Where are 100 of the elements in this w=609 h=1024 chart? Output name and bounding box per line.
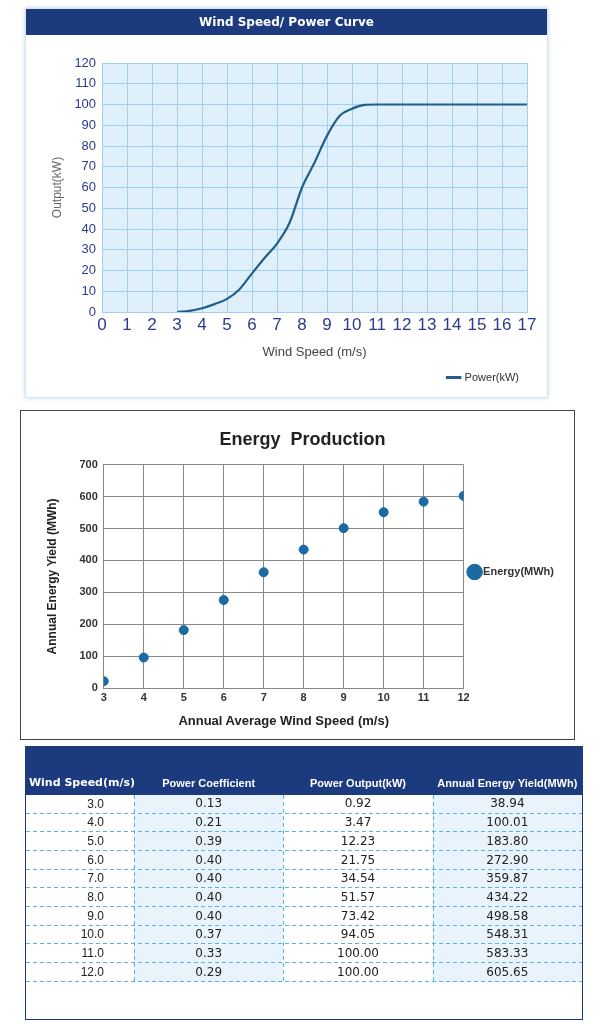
data-label: 0.29 — [195, 964, 223, 979]
data-label: 605.65 — [486, 964, 529, 979]
x-tick-label: 3 — [172, 314, 182, 334]
chart-title: Energy Production — [219, 428, 386, 449]
y-axis-title: Annual Energy Yield (MWh) — [44, 498, 59, 655]
x-tick-label: 9 — [340, 690, 347, 703]
x-tick-label: 17 — [517, 314, 537, 334]
data-label: 34.54 — [340, 871, 376, 886]
data-label: 3.47 — [344, 815, 372, 830]
x-axis-title: Wind Speed (m/s) — [262, 343, 367, 359]
point — [178, 625, 189, 636]
x-tick-label: 9 — [322, 314, 332, 334]
y-tick-label: 300 — [79, 585, 98, 598]
y-tick-label: 60 — [81, 179, 97, 195]
y-tick-label: 0 — [91, 681, 98, 694]
y-tick-label: 9.0 — [87, 908, 105, 923]
y-tick-label: 500 — [79, 521, 98, 534]
x-tick-label: 5 — [180, 690, 187, 703]
line-series — [175, 103, 527, 312]
y-tick-label: 10.0 — [80, 927, 105, 942]
x-tick-label: 2 — [147, 314, 157, 334]
point — [378, 507, 389, 518]
x-tick-label: 10 — [342, 314, 362, 334]
x-tick-label: Annual Energy Yield(MWh) — [437, 777, 578, 790]
y-tick-label: 11.0 — [81, 946, 105, 961]
y-tick-label: 10 — [81, 282, 97, 298]
data-label: 0.13 — [195, 796, 223, 811]
x-tick-label: 4 — [140, 690, 148, 703]
data-label: 73.42 — [340, 908, 376, 923]
data-label: 21.75 — [340, 852, 376, 867]
point — [338, 523, 349, 534]
x-tick-label: 15 — [467, 314, 487, 334]
x-tick-label: Power Coefficient — [162, 777, 256, 790]
y-tick-label: 100 — [79, 649, 98, 662]
y-tick-label: 90 — [81, 116, 97, 132]
y-tick-label: 6.0 — [87, 852, 105, 867]
y-tick-label: 5.0 — [87, 834, 105, 849]
y-tick-label: 100 — [74, 96, 97, 112]
y-tick-label: 30 — [81, 241, 97, 257]
data-label: 498.58 — [486, 908, 529, 923]
legend-label: Power(kW) — [464, 370, 519, 383]
x-tick-label: 8 — [300, 690, 307, 703]
y-tick-label: 4.0 — [87, 815, 105, 830]
x-axis-title: Annual Average Wind Speed (m/s) — [178, 712, 389, 728]
x-tick-label: 14 — [442, 314, 462, 334]
y-tick-label: 8.0 — [87, 890, 105, 905]
point — [258, 567, 269, 578]
legend-label: Energy(MWh) — [483, 565, 555, 578]
chart-title: Wind Speed/ Power Curve — [26, 9, 547, 35]
data-label: 0.37 — [195, 927, 223, 942]
x-tick-label: 3 — [100, 690, 107, 703]
y-tick-label: 600 — [79, 489, 98, 502]
x-tick-label: Power Output(kW) — [310, 777, 407, 790]
x-tick-label: 6 — [247, 314, 257, 334]
data-label: 94.05 — [340, 927, 376, 942]
y-tick-label: 200 — [79, 617, 98, 630]
x-tick-label: 13 — [417, 314, 437, 334]
data-label: 434.22 — [486, 889, 529, 904]
x-tick-label: 1 — [122, 314, 132, 334]
data-label: 359.87 — [486, 871, 529, 886]
data-label: 0.21 — [195, 815, 223, 830]
x-tick-label: 4 — [197, 314, 207, 334]
x-tick-label: 11 — [368, 314, 386, 334]
data-label: 0.39 — [195, 833, 223, 848]
data-label: 0.40 — [195, 852, 223, 867]
data-label: 272.90 — [486, 852, 529, 867]
y-tick-label: 70 — [81, 158, 97, 174]
x-tick-label: 16 — [492, 314, 512, 334]
data-label: 100.01 — [486, 815, 529, 830]
point — [138, 652, 149, 663]
y-tick-label: 12.0 — [80, 964, 105, 979]
data-label: 548.31 — [486, 927, 529, 942]
y-axis-title: Output(kW) — [49, 156, 64, 219]
y-tick-label: 400 — [79, 553, 98, 566]
data-label: 12.23 — [340, 833, 376, 848]
y-tick-label: 50 — [81, 199, 97, 215]
point — [218, 595, 229, 606]
data-label: 583.33 — [486, 945, 529, 960]
x-tick-label: 10 — [377, 690, 390, 703]
data-label: 100.00 — [337, 945, 379, 960]
x-tick-label: 7 — [272, 314, 282, 334]
y-tick-label: 110 — [75, 75, 97, 91]
point — [418, 496, 429, 507]
data-label: 183.80 — [486, 833, 529, 848]
y-tick-label: 7.0 — [87, 871, 105, 886]
x-tick-label: 8 — [297, 314, 307, 334]
y-axis-title: Wind Speed(m/s) — [28, 775, 136, 789]
data-label: 51.57 — [340, 889, 376, 904]
x-tick-label: 12 — [457, 690, 470, 703]
x-tick-label: 12 — [392, 314, 412, 334]
x-tick-label: 5 — [222, 314, 232, 334]
y-tick-label: 80 — [81, 137, 97, 153]
y-tick-label: 120 — [74, 54, 97, 70]
x-tick-label: 11 — [417, 690, 430, 703]
x-tick-label: 7 — [260, 690, 267, 703]
data-label: 0.40 — [195, 908, 223, 923]
data-label: 0.40 — [195, 871, 223, 886]
data-label: 0.40 — [195, 889, 223, 904]
y-tick-label: 40 — [81, 220, 97, 236]
data-label: 38.94 — [490, 796, 525, 811]
